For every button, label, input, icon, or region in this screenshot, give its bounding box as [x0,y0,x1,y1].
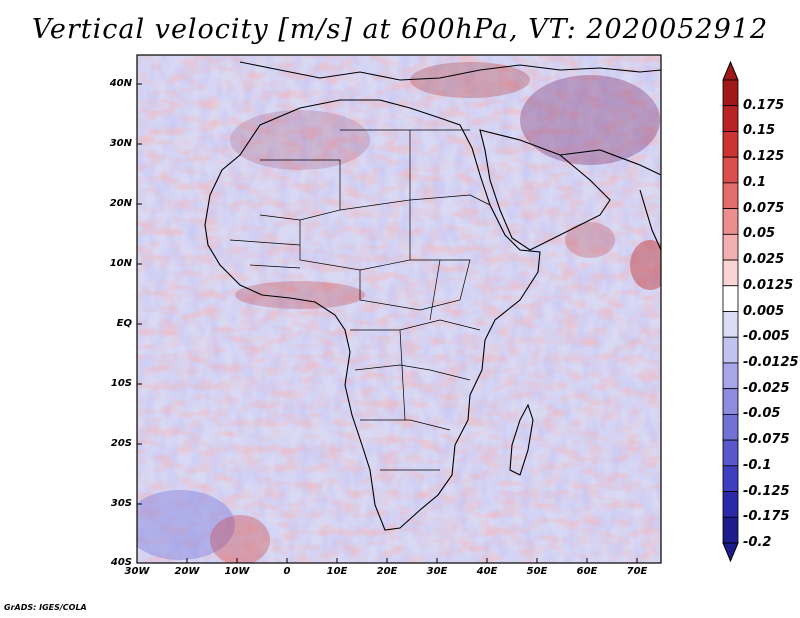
colorbar-tick-label: -0.2 [743,535,772,550]
colorbar-tick-label: 0.025 [743,252,785,268]
lon-label-20w: 20W [174,566,200,577]
colorbar-swatch [722,311,739,338]
colorbar-tick-label: -0.075 [743,432,790,448]
india-coast [639,189,661,251]
colorbar-swatch [722,182,739,210]
axis-ticks [137,83,638,563]
africa-coastline [204,99,541,531]
colorbar-tick-label: -0.005 [743,329,790,345]
colorbar-tick-label: -0.175 [743,509,790,525]
lat-label-30s: 30S [110,498,132,509]
lon-label-30w: 30W [124,566,150,577]
coastlines [204,61,661,531]
colorbar-swatch [722,516,739,544]
colorbar-tick-label: -0.0125 [743,354,799,370]
plot-title: Vertical velocity [m/s] at 600hPa, VT: 2… [31,14,769,45]
lon-label-60e: 60E [576,566,598,577]
colorbar [722,60,739,563]
colorbar-swatch [722,465,739,492]
lat-label-40s: 40S [110,557,132,568]
lon-label-70e: 70E [626,566,648,577]
lat-label-40n: 40N [109,78,132,89]
colorbar-swatch [722,105,739,132]
colorbar-tick-label: 0.15 [743,123,776,139]
colorbar-tick-label: 0.125 [743,149,785,165]
lon-label-10w: 10W [224,566,250,577]
colorbar-swatch [722,439,739,467]
lon-label-50e: 50E [526,566,548,577]
colorbar-swatch [722,259,739,287]
madagascar [509,403,534,476]
lon-label-10e: 10E [326,566,348,577]
colorbar-tick-label: 0.005 [743,303,785,319]
colorbar-swatch [722,131,739,158]
lat-label-10n: 10N [109,258,132,269]
colorbar-tick-label: 0.05 [743,226,776,242]
lat-label-eq: EQ [116,318,132,329]
colorbar-arrow-bottom [722,542,739,563]
colorbar-swatch [722,336,739,364]
colorbar-tick-label: 0.175 [743,97,785,113]
middle-east-coast [559,149,661,176]
country-borders [229,129,491,471]
lon-label-30e: 30E [426,566,448,577]
map-frame [136,54,662,564]
colorbar-tick-label: 0.0125 [743,277,794,293]
lat-label-20n: 20N [109,198,132,209]
credit-text: GrADS: IGES/COLA [4,603,87,612]
colorbar-swatch [722,285,739,312]
lat-label-20s: 20S [110,438,132,449]
colorbar-arrow-top [722,60,739,81]
colorbar-swatch [722,362,739,390]
colorbar-tick-label: 0.075 [743,200,785,216]
colorbar-swatch [722,491,739,518]
europe-coast [239,61,661,81]
colorbar-swatch [722,233,739,261]
lat-label-30n: 30N [109,138,132,149]
lat-label-10s: 10S [110,378,132,389]
colorbar-swatch [722,156,739,184]
colorbar-tick-label: 0.1 [743,174,767,190]
velocity-field [137,55,661,563]
lon-label-0: 0 [283,566,291,577]
colorbar-swatch [722,208,739,235]
lon-label-40e: 40E [476,566,498,577]
colorbar-swatch [722,79,739,107]
lon-label-20e: 20E [376,566,398,577]
colorbar-swatch [722,388,739,415]
colorbar-tick-label: -0.05 [743,406,781,422]
colorbar-tick-label: -0.1 [743,457,772,473]
colorbar-tick-label: -0.125 [743,483,790,499]
colorbar-tick-label: -0.025 [743,380,790,396]
colorbar-swatch [722,413,739,441]
